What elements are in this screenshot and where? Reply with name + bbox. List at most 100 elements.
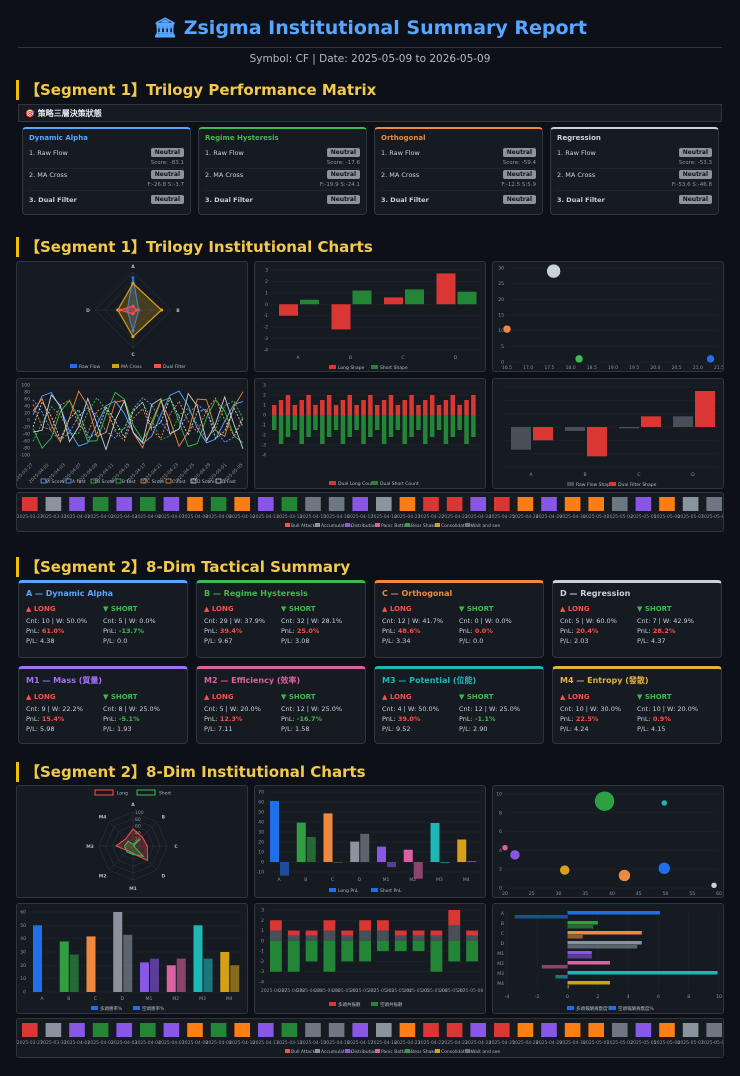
long-count: Cnt: 5 | W: 20.0%	[204, 705, 261, 713]
bar-short-count	[313, 415, 318, 430]
regime-strip-2: 2025-03-27 2025-03-31 2025-04-01 2025-04-02…	[16, 1018, 724, 1058]
radar-point	[118, 308, 122, 312]
trilogy-scatter-chart: 30 25 20 15 10 5 0 16.5 17.0 17.5 18.0 18.5 19.0 19.5…	[492, 261, 724, 372]
x-tick-label: 18.0	[566, 365, 576, 371]
legend-swatch	[133, 1006, 140, 1010]
matrix-fs: F:-26.8 S:-3.7	[29, 180, 184, 191]
regime-date: 2025-05-01	[583, 1040, 609, 1046]
radar-axis-label: C	[131, 352, 135, 358]
bar-long-contrib	[567, 961, 610, 965]
regime-cell	[423, 1023, 439, 1037]
bar-short-winrate	[230, 965, 240, 992]
legend-label: Bull Attack	[291, 1049, 316, 1055]
tactical-columns: ▲ LONG Cnt: 29 | W: 37.9% PnL: 39.4% P/L: 9…	[204, 605, 358, 646]
short-pl: P/L: 2.90	[459, 725, 488, 733]
short-header: ▼ SHORT	[103, 605, 138, 613]
long-pl: P/L: 2.03	[560, 637, 589, 645]
status-badge: Neutral	[326, 170, 360, 179]
bar-short-contrib	[567, 945, 638, 949]
legend-label: Dual Filter	[163, 364, 186, 370]
bar-short-count	[450, 415, 456, 437]
short-pnl: PnL: -16.7%	[281, 714, 358, 724]
y-tick-label: M4	[497, 981, 504, 987]
y-tick-label: -80	[23, 446, 30, 452]
bar-long-pnl	[296, 822, 306, 862]
radar-axis-label: M1	[129, 886, 137, 892]
tactical-columns: ▲ LONG Cnt: 4 | W: 50.0% PnL: 39.0% P/L: 9.…	[382, 693, 536, 734]
bar-dual-shape	[695, 391, 715, 427]
legend-label: Long PnL	[338, 888, 359, 894]
short-column: ▼ SHORT Cnt: 8 | W: 25.0% PnL: -5.1% P/L: 1…	[103, 693, 180, 734]
matrix-card-title: Regime Hysteresis	[205, 134, 279, 142]
short-column: ▼ SHORT Cnt: 12 | W: 25.0% PnL: -16.7% P/L:…	[281, 693, 358, 734]
regime-cell	[210, 1023, 227, 1037]
radar-axis-label: C	[174, 844, 178, 850]
regime-cell	[588, 1023, 604, 1037]
x-tick-label: D	[691, 472, 695, 478]
pnl-value: -13.7%	[118, 627, 145, 635]
legend-label: Bull Attack	[291, 523, 316, 529]
x-tick-label: 2025-04-28	[279, 988, 305, 994]
x-tick-label: 60	[716, 891, 722, 897]
score-line	[32, 392, 244, 451]
y-tick-label: -1	[262, 423, 267, 429]
long-count: Cnt: 9 | W: 22.2%	[26, 705, 83, 713]
long-header: ▲ LONG	[204, 693, 234, 701]
matrix-row-label: 2. MA Cross	[381, 170, 420, 179]
legend-swatch	[165, 478, 172, 484]
tactical-card-title: A — Dynamic Alpha	[26, 589, 114, 598]
tactical-columns: ▲ LONG Cnt: 5 | W: 60.0% PnL: 20.4% P/L: 2.…	[560, 605, 714, 646]
bar-short-resonance	[448, 940, 461, 962]
status-badge: Neutral	[326, 148, 360, 157]
bar-long-resonance-2	[394, 935, 407, 941]
bar-long-count	[292, 405, 298, 415]
x-tick-label: A	[277, 877, 281, 883]
x-tick-label: M3	[199, 996, 206, 1002]
regime-cell	[446, 497, 463, 511]
regime-date: 2025-05-07	[678, 1040, 704, 1046]
bar-long-resonance-2	[270, 930, 282, 941]
x-tick-label: 17.0	[523, 365, 533, 371]
regime-cell	[92, 1023, 109, 1037]
bar-long-count	[347, 395, 353, 415]
long-header: ▲ LONG	[382, 693, 412, 701]
long-pnl: PnL: 48.6%	[382, 626, 459, 636]
bar-short-count	[464, 415, 469, 444]
long-pnl: PnL: 12.3%	[204, 714, 281, 724]
bar-short-count	[395, 415, 401, 430]
short-pnl: PnL: 0.0%	[459, 626, 536, 636]
scatter-point	[502, 324, 512, 334]
bar-long-resonance	[287, 930, 300, 936]
y-tick-label: 0	[261, 860, 264, 866]
legend-label: Consolidation	[441, 523, 472, 529]
short-count: Cnt: 0 | W: 0.0%	[459, 617, 512, 625]
legend-label: Bear Shake	[411, 1049, 437, 1055]
regime-cell	[140, 497, 156, 511]
regime-date: 2025-04-01	[64, 514, 90, 520]
scatter-point	[559, 864, 570, 876]
legend-label: Long Shape	[338, 365, 365, 371]
legend-swatch	[190, 478, 197, 484]
x-tick-label: -4	[505, 994, 510, 1000]
matrix-score: Score: -17.6	[205, 158, 360, 169]
matrix-card-title: Regression	[557, 134, 601, 142]
pnl-value: 25.0%	[296, 627, 320, 635]
matrix-fs: F:-53.6 S:-46.8	[557, 180, 712, 191]
legend-swatch	[65, 478, 72, 484]
pnl-value: 28.2%	[652, 627, 676, 635]
short-header: ▼ SHORT	[281, 693, 316, 701]
legend-label: D Score	[197, 479, 215, 485]
long-pl: P/L: 5.98	[26, 725, 55, 733]
matrix-row-raw: 1. Raw Flow Neutral	[381, 147, 536, 158]
regime-date: 2025-04-08	[182, 514, 208, 520]
x-tick-label: M4	[463, 877, 470, 883]
bar-long-resonance-2	[430, 935, 443, 941]
regime-date: 2025-04-16	[324, 1040, 350, 1046]
regime-date: 2025-04-23	[442, 514, 468, 520]
x-tick-label: 20.5	[672, 365, 682, 371]
tactical-contribution-chart: -4 -2 0 2 4 6 8 10 A B C D M1 M2 M3 M4 多頭報酬貢獻度% 空頭報酬貢獻度%	[492, 903, 724, 1014]
decision-state-strip: 🎯 策略三層決策狀態	[18, 104, 722, 122]
long-pnl: PnL: 20.4%	[560, 626, 637, 636]
legend-swatch	[329, 1002, 336, 1006]
regime-date: 2025-04-02	[88, 1040, 114, 1046]
